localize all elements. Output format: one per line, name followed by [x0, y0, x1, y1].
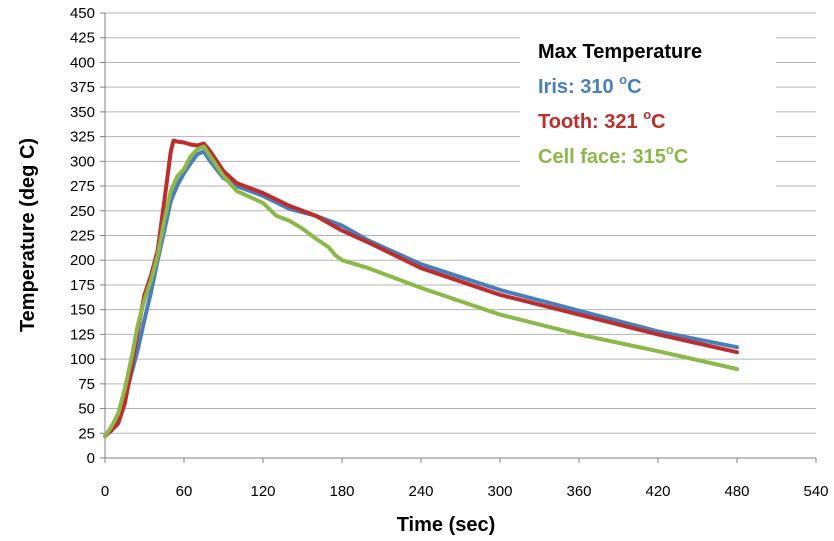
- legend-entry-iris-text: Iris: 310: [538, 76, 619, 98]
- y-tick-label: 375: [70, 79, 95, 96]
- legend-entry-tooth: Tooth: 321 oC: [538, 107, 666, 133]
- x-tick-label: 360: [566, 483, 591, 500]
- y-tick-label: 200: [70, 252, 95, 269]
- x-tick-label: 120: [250, 483, 275, 500]
- y-tick-label: 175: [70, 277, 95, 294]
- y-tick-label: 100: [70, 351, 95, 368]
- y-tick-labels: 0 25 50 75 100 125 150 175 200 225 250 275 300 325 350…: [70, 5, 95, 467]
- y-tick-label: 300: [70, 153, 95, 170]
- y-tick-label: 225: [70, 228, 95, 245]
- series-lines: [103, 138, 739, 439]
- x-tick-label: 180: [329, 483, 354, 500]
- x-axis-title: Time (sec): [397, 514, 496, 536]
- legend-entry-tooth-text: Tooth: 321: [538, 111, 643, 133]
- x-tick-labels: 0 60 120 180 240 300 360 420 480 540: [101, 483, 829, 500]
- series-line-iris: [103, 149, 739, 439]
- y-tick-label: 125: [70, 326, 95, 343]
- y-tick-label: 275: [70, 178, 95, 195]
- legend-entry-cell-face-degree: o: [666, 142, 674, 157]
- legend-entry-cell-face-unit: C: [674, 146, 688, 168]
- x-tick-label: 0: [101, 483, 109, 500]
- legend-entry-tooth-unit: C: [651, 111, 665, 133]
- y-tick-label: 450: [70, 5, 95, 22]
- legend-entry-tooth-degree: o: [643, 107, 651, 122]
- y-tick-label: 400: [70, 54, 95, 71]
- x-tick-label: 240: [408, 483, 433, 500]
- legend: Max Temperature Iris: 310 oC Tooth: 321 …: [520, 25, 776, 210]
- y-tick-label: 425: [70, 30, 95, 47]
- x-tick-label: 480: [724, 483, 749, 500]
- legend-entry-iris-degree: o: [619, 72, 627, 87]
- axes: [100, 12, 817, 463]
- y-tick-label: 150: [70, 302, 95, 319]
- x-tick-label: 540: [803, 483, 828, 500]
- y-tick-label: 50: [78, 401, 95, 418]
- y-tick-label: 350: [70, 104, 95, 121]
- legend-title: Max Temperature: [538, 41, 702, 63]
- legend-entry-iris-unit: C: [627, 76, 641, 98]
- series-line-cell-face: [103, 144, 739, 439]
- y-axis-title: Temperature (deg C): [17, 138, 39, 332]
- y-tick-label: 250: [70, 203, 95, 220]
- y-tick-label: 0: [87, 450, 95, 467]
- x-tick-label: 420: [645, 483, 670, 500]
- x-tick-label: 300: [487, 483, 512, 500]
- legend-entry-iris: Iris: 310 oC: [538, 72, 642, 98]
- x-tick-label: 60: [176, 483, 193, 500]
- y-tick-label: 25: [78, 425, 95, 442]
- legend-entry-cell-face: Cell face: 315oC: [538, 142, 688, 168]
- legend-background: [520, 25, 776, 210]
- y-tick-label: 325: [70, 129, 95, 146]
- y-tick-label: 75: [78, 376, 95, 393]
- legend-entry-cell-face-text: Cell face: 315: [538, 146, 666, 168]
